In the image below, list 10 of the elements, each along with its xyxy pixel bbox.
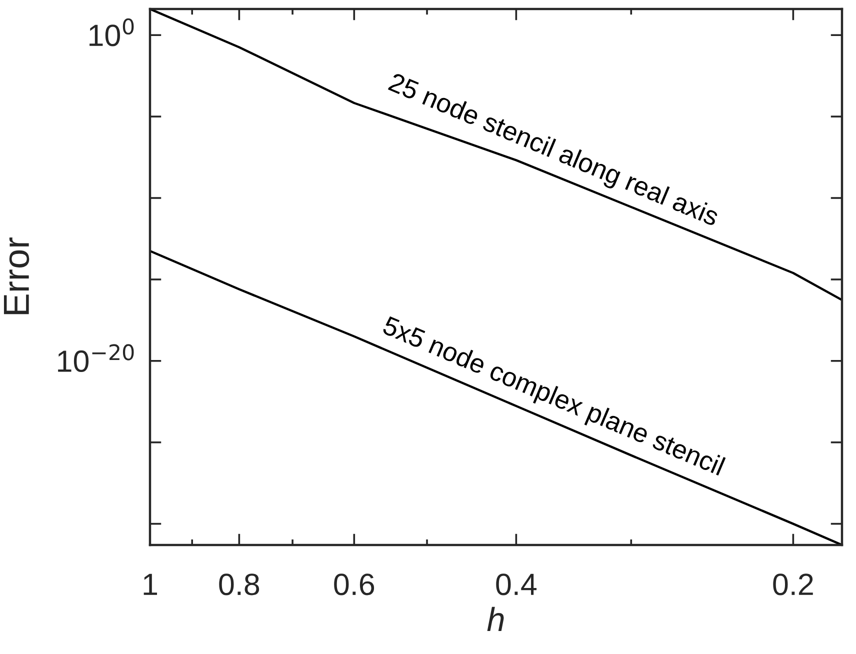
x-axis-title: h [487, 606, 504, 631]
annotation: 25 node stencil along real axis [386, 72, 720, 232]
x-tick-label: 0.2 [773, 574, 813, 596]
x-tick-label: 0.6 [334, 574, 374, 596]
y-tick-label: 10$^{0}$ [90, 18, 134, 46]
x-tick-label: 0.8 [219, 574, 260, 596]
y-tick-label: 10$^{−20}$ [58, 344, 134, 372]
x-tick-label: 0.4 [496, 574, 537, 596]
y-axis-title: Error [4, 237, 30, 314]
x-tick-label: 1 [144, 574, 158, 595]
